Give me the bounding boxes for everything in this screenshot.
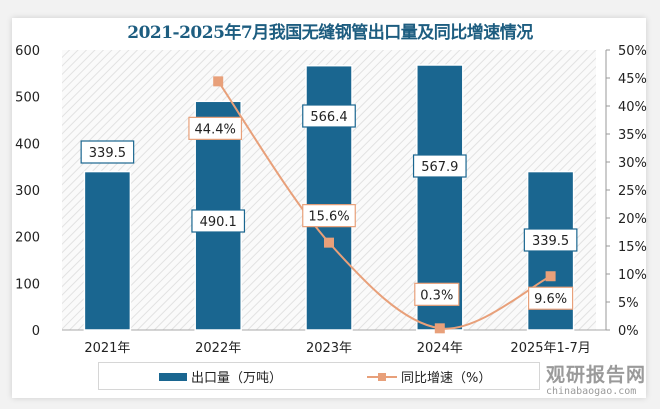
bar-data-label: 566.4	[310, 110, 347, 125]
right-tick-label: 50%	[618, 44, 647, 59]
bar-data-label: 339.5	[532, 234, 569, 249]
left-tick-label: 300	[15, 184, 40, 199]
right-tick-label: 30%	[618, 156, 647, 171]
left-tick-label: 600	[15, 44, 40, 59]
watermark-en: chinabaogao.com	[546, 386, 637, 397]
legend-line-swatch	[367, 372, 397, 381]
right-tick-label: 10%	[618, 268, 647, 283]
right-tick-label: 45%	[618, 72, 647, 87]
line-data-label-box	[302, 204, 356, 228]
x-tick-label: 2025年1-7月	[510, 341, 590, 356]
chart-title: 2021-2025年7月我国无缝钢管出口量及同比增速情况	[127, 23, 533, 43]
watermark-logo: 观研报告网 chinabaogao.com	[546, 366, 646, 397]
left-tick-label: 200	[15, 231, 40, 246]
right-tick-label: 35%	[618, 128, 647, 143]
bar-data-label: 339.5	[89, 146, 126, 161]
bar-data-label: 567.9	[421, 160, 458, 175]
legend-label: 同比增速（%）	[401, 371, 492, 386]
bar-data-label-box	[80, 140, 135, 164]
legend-bar-swatch	[159, 372, 187, 381]
left-tick-label: 100	[15, 277, 40, 292]
line-marker	[324, 237, 334, 248]
legend: 出口量（万吨） 同比增速（%）	[98, 362, 540, 390]
right-tick-label: 0%	[618, 324, 639, 339]
line-data-label: 9.6%	[534, 292, 567, 307]
line-data-label: 0.3%	[420, 288, 453, 303]
right-tick-label: 25%	[618, 184, 647, 199]
x-tick-label: 2023年	[306, 341, 352, 356]
line-data-label-box	[188, 116, 243, 140]
line-data-label-box	[527, 286, 574, 310]
x-tick-label: 2022年	[195, 341, 241, 356]
right-tick-label: 15%	[618, 240, 647, 255]
line-marker	[434, 323, 445, 334]
bar	[83, 170, 132, 331]
bar-data-label-box	[302, 104, 356, 128]
line-data-label-box	[414, 282, 460, 306]
x-tick-label: 2024年	[417, 341, 463, 356]
line-data-label: 15.6%	[308, 210, 349, 225]
bar-data-label: 490.1	[200, 215, 237, 230]
line-marker	[213, 76, 224, 87]
right-tick-label: 5%	[618, 296, 639, 311]
x-tick-label: 2021年	[84, 341, 130, 356]
line-data-label: 44.4%	[195, 122, 236, 137]
left-tick-label: 0	[32, 324, 40, 339]
watermark-cn: 观研报告网	[546, 364, 647, 386]
legend-item-bar: 出口量（万吨）	[159, 367, 282, 386]
line-series	[217, 80, 552, 330]
left-tick-label: 400	[15, 137, 40, 152]
line-marker	[545, 271, 556, 282]
bar-data-label-box	[412, 154, 467, 178]
right-tick-label: 20%	[618, 212, 647, 227]
right-tick-label: 40%	[618, 100, 647, 115]
legend-label: 出口量（万吨）	[191, 371, 283, 386]
bar-data-label-box	[191, 209, 246, 233]
left-tick-label: 500	[15, 91, 40, 106]
bar-data-label-box	[523, 228, 578, 252]
legend-item-line: 同比增速（%）	[367, 367, 491, 386]
